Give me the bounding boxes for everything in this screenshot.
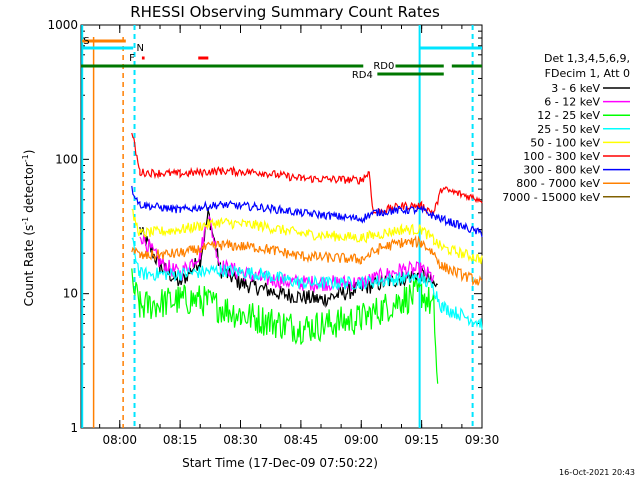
y-tick-label: 1: [70, 421, 78, 435]
y-axis-label-sup1: -1: [21, 217, 30, 225]
series-line: [131, 235, 483, 287]
legend-label: 25 - 50 keV: [537, 123, 600, 136]
x-tick-label: 08:00: [102, 433, 137, 447]
x-tick-label: 09:15: [404, 433, 439, 447]
legend-label: 300 - 800 keV: [523, 164, 600, 177]
series-line: [131, 208, 483, 265]
y-axis-label-main: Count Rate (s: [22, 225, 36, 307]
legend-header-line2: FDecim 1, Att 0: [545, 67, 630, 80]
timestamp: 16-Oct-2021 20:43: [559, 468, 635, 477]
saa-label: S: [83, 36, 89, 47]
y-tick-label: 10: [63, 287, 78, 301]
x-tick-label: 08:15: [163, 433, 198, 447]
axis-ticks-layer: 08:00 08:15 08:30 08:45 09:00 09:15 09:30 1 10 10…: [47, 18, 499, 447]
series-line: [131, 268, 439, 384]
series-line: [139, 207, 439, 308]
flare-label: F: [129, 53, 135, 64]
y-axis-label-sup2: -1: [21, 154, 30, 162]
x-tick-label: 09:00: [344, 433, 379, 447]
legend-label: 6 - 12 keV: [544, 96, 600, 109]
chart-title: RHESSI Observing Summary Count Rates: [130, 3, 440, 21]
y-tick-label: 100: [55, 152, 78, 166]
rd0-label: RD0: [373, 61, 394, 72]
series-layer: [131, 132, 483, 384]
x-axis-label: Start Time (17-Dec-09 07:50:22): [182, 456, 378, 470]
x-tick-label: 09:30: [465, 433, 500, 447]
series-line: [131, 237, 483, 330]
series-line: [131, 132, 483, 217]
x-tick-label: 08:45: [284, 433, 319, 447]
y-axis-label: Count Rate (s-1 detector-1): [21, 150, 36, 307]
plot-frame: [80, 24, 483, 429]
night-label: N: [137, 43, 144, 54]
y-axis-label-end: ): [22, 150, 36, 155]
legend-header-line1: Det 1,3,4,5,6,9,: [544, 52, 630, 65]
legend-label: 7000 - 15000 keV: [502, 191, 600, 204]
legend-label: 12 - 25 keV: [537, 109, 600, 122]
legend-label: 100 - 300 keV: [523, 150, 600, 163]
y-axis-label-mid: detector: [22, 162, 36, 217]
legend-label: 50 - 100 keV: [530, 136, 600, 149]
x-tick-label: 08:30: [223, 433, 258, 447]
y-tick-label: 1000: [47, 18, 78, 32]
rd4-label: RD4: [352, 70, 373, 81]
series-line: [131, 185, 483, 238]
legend-label: 3 - 6 keV: [551, 82, 600, 95]
legend-label: 800 - 7000 keV: [516, 177, 600, 190]
